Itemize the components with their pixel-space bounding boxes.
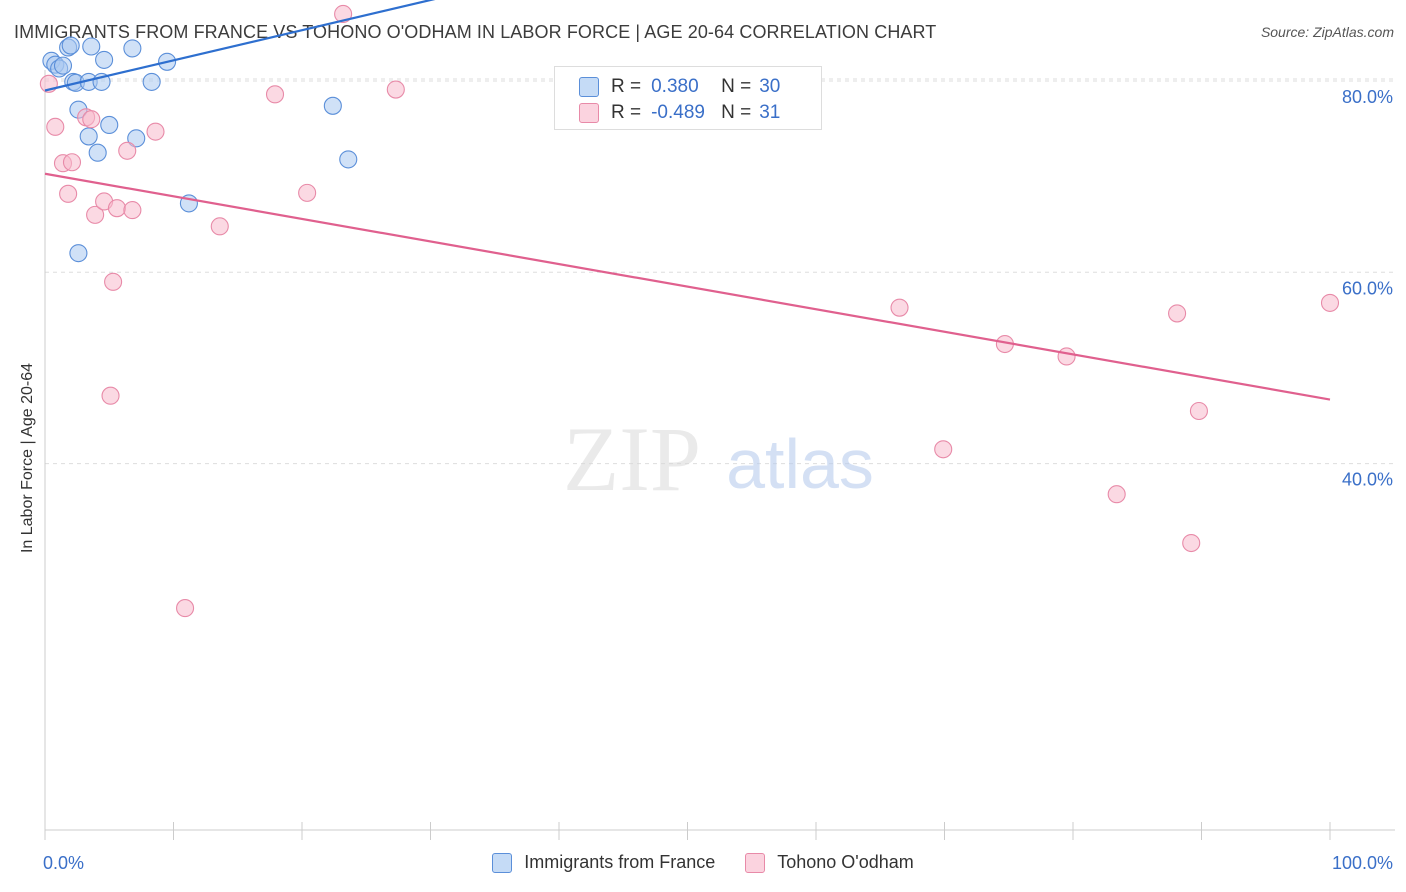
- france-point: [79, 127, 98, 146]
- tohono-point: [59, 184, 78, 203]
- tohono-point: [104, 272, 123, 291]
- tohono-point: [386, 80, 405, 99]
- tohono-point: [334, 4, 353, 24]
- series-legend: Immigrants from France Tohono O'odham: [0, 852, 1406, 873]
- chart-title: IMMIGRANTS FROM FRANCE VS TOHONO O'ODHAM…: [14, 22, 937, 42]
- y-tick-label: 40.0%: [1342, 470, 1393, 490]
- legend-label-france: Immigrants from France: [524, 852, 716, 872]
- legend-item-france: Immigrants from France: [492, 852, 715, 873]
- tohono-point: [265, 85, 285, 104]
- france-point: [53, 56, 73, 75]
- france-point: [142, 72, 161, 91]
- tohono-point: [176, 599, 195, 618]
- tohono-point: [210, 217, 229, 236]
- legend-label-tohono: Tohono O'odham: [777, 852, 914, 872]
- legend-swatch-blue: [579, 77, 599, 97]
- legend-row-france: R = 0.380 N = 30: [579, 74, 780, 100]
- tick-labels: 40.0%60.0%80.0%100.0%0.0%100.0%: [43, 87, 1393, 873]
- legend-item-tohono: Tohono O'odham: [745, 852, 914, 873]
- tohono-point: [82, 110, 101, 129]
- watermark: ZIP atlas: [563, 408, 874, 510]
- legend-r-value: -0.489: [651, 102, 705, 123]
- source-label: Source: ZipAtlas.com: [1260, 24, 1394, 40]
- legend-r-label: R =: [611, 76, 642, 97]
- tohono-point: [62, 153, 82, 172]
- data-points: [39, 4, 1340, 618]
- legend-n-label: N =: [721, 76, 752, 97]
- x-tick-label-max: 100.0%: [1332, 853, 1393, 873]
- x-tick-label-min: 0.0%: [43, 853, 84, 873]
- tohono-point: [934, 440, 953, 459]
- legend-n-label: N =: [721, 102, 752, 123]
- legend-row-tohono: R = -0.489 N = 31: [579, 100, 780, 126]
- france-point: [69, 244, 88, 263]
- watermark-zip: ZIP: [563, 408, 701, 510]
- france-point: [82, 37, 101, 56]
- tohono-point: [1168, 304, 1187, 323]
- tohono-point: [1320, 293, 1340, 312]
- legend-r-label: R =: [611, 102, 642, 123]
- tohono-point: [146, 122, 165, 141]
- y-tick-label: 80.0%: [1342, 87, 1393, 107]
- tohono-point: [890, 298, 909, 317]
- y-tick-label: 60.0%: [1342, 278, 1393, 298]
- tohono-point: [1182, 533, 1201, 553]
- legend-n-value: 31: [759, 102, 781, 123]
- legend-swatch-pink: [745, 852, 766, 873]
- france-point: [100, 115, 119, 134]
- france-point: [123, 39, 142, 58]
- legend-swatch-pink: [579, 103, 599, 123]
- trend-lines: [44, 0, 1331, 401]
- legend-swatch-blue: [492, 852, 513, 873]
- france-point: [323, 96, 342, 115]
- correlation-legend: R = 0.380 N = 30 R = -0.489 N = 31: [554, 66, 822, 130]
- france-point: [339, 150, 358, 169]
- legend-r-value: 0.380: [651, 76, 699, 97]
- tohono-point: [107, 199, 127, 218]
- tohono-point: [1189, 401, 1208, 421]
- legend-n-value: 30: [759, 76, 781, 97]
- france-point: [127, 129, 146, 148]
- tohono-point: [46, 117, 65, 136]
- tohono-point: [123, 201, 142, 220]
- tohono-point: [101, 386, 120, 405]
- watermark-atlas: atlas: [726, 425, 874, 503]
- france-point: [95, 50, 114, 69]
- france-trend-line: [44, 0, 436, 92]
- tohono-point: [298, 183, 317, 202]
- tohono-point: [1057, 347, 1076, 366]
- france-point: [61, 36, 80, 55]
- france-point: [88, 143, 107, 162]
- tohono-trend-line: [44, 172, 1331, 401]
- tohono-point: [118, 141, 137, 160]
- tohono-point: [86, 205, 105, 224]
- axes: [44, 70, 1395, 840]
- tohono-point: [1107, 485, 1126, 504]
